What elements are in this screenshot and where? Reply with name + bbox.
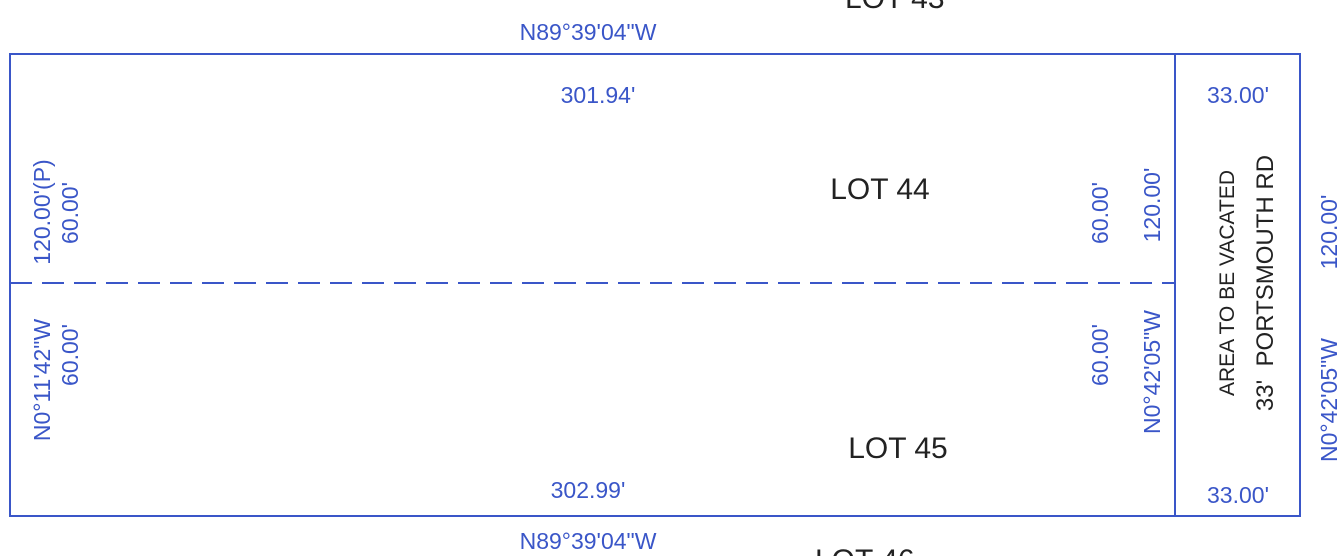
lot-46-label: LOT 46: [815, 544, 915, 556]
west-bearing: N0°11'42"W: [29, 319, 55, 442]
east-inner-upper-distance: 60.00': [1087, 182, 1113, 244]
west-lower-distance: 60.00': [57, 324, 83, 386]
north-bearing: N89°39'04"W: [520, 19, 657, 45]
road-name: 33' PORTSMOUTH RD: [1252, 155, 1279, 411]
east-outer-bearing: N0°42'05"W: [1316, 338, 1339, 462]
road-width-bottom: 33.00': [1207, 482, 1269, 508]
east-outer-total-distance: 120.00': [1316, 195, 1339, 270]
south-distance: 302.99': [551, 477, 626, 503]
north-distance: 301.94': [561, 82, 636, 108]
east-inner-lower-distance: 60.00': [1087, 324, 1113, 386]
east-inner-total-distance: 120.00': [1139, 168, 1165, 243]
west-total-distance: 120.00'(P): [29, 159, 55, 264]
road-width-top: 33.00': [1207, 82, 1269, 108]
east-inner-bearing: N0°42'05"W: [1139, 310, 1165, 434]
west-upper-distance: 60.00': [57, 182, 83, 244]
lot-45-label: LOT 45: [848, 432, 948, 465]
south-bearing: N89°39'04"W: [520, 528, 657, 554]
lot-43-label: LOT 43: [845, 0, 945, 15]
parcel-boundary: [9, 53, 1301, 517]
road-vacate-note: AREA TO BE VACATED: [1216, 170, 1239, 396]
lot-44-label: LOT 44: [830, 173, 930, 206]
